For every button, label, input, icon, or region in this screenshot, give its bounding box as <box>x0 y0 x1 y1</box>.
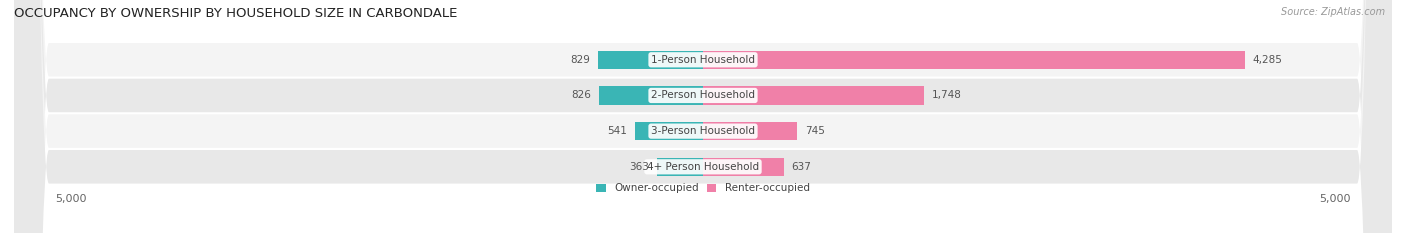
Text: 541: 541 <box>607 126 627 136</box>
Bar <box>703 158 783 176</box>
Bar <box>703 51 1244 69</box>
Text: 2-Person Household: 2-Person Household <box>651 90 755 100</box>
Text: 3-Person Household: 3-Person Household <box>651 126 755 136</box>
Text: 745: 745 <box>804 126 825 136</box>
Text: 829: 829 <box>571 55 591 65</box>
Text: Source: ZipAtlas.com: Source: ZipAtlas.com <box>1281 7 1385 17</box>
Text: 637: 637 <box>792 162 811 172</box>
Text: 4+ Person Household: 4+ Person Household <box>647 162 759 172</box>
Bar <box>598 51 703 69</box>
Text: 826: 826 <box>571 90 591 100</box>
Text: 1-Person Household: 1-Person Household <box>651 55 755 65</box>
Bar <box>703 86 924 105</box>
FancyBboxPatch shape <box>14 0 1392 233</box>
Bar <box>657 158 703 176</box>
Legend: Owner-occupied, Renter-occupied: Owner-occupied, Renter-occupied <box>596 183 810 193</box>
Text: 363: 363 <box>630 162 650 172</box>
Text: 1,748: 1,748 <box>932 90 962 100</box>
Text: 4,285: 4,285 <box>1253 55 1282 65</box>
Bar <box>599 86 703 105</box>
Bar <box>634 122 703 140</box>
Bar <box>703 122 797 140</box>
FancyBboxPatch shape <box>14 0 1392 233</box>
FancyBboxPatch shape <box>14 0 1392 233</box>
Text: OCCUPANCY BY OWNERSHIP BY HOUSEHOLD SIZE IN CARBONDALE: OCCUPANCY BY OWNERSHIP BY HOUSEHOLD SIZE… <box>14 7 457 20</box>
FancyBboxPatch shape <box>14 0 1392 233</box>
